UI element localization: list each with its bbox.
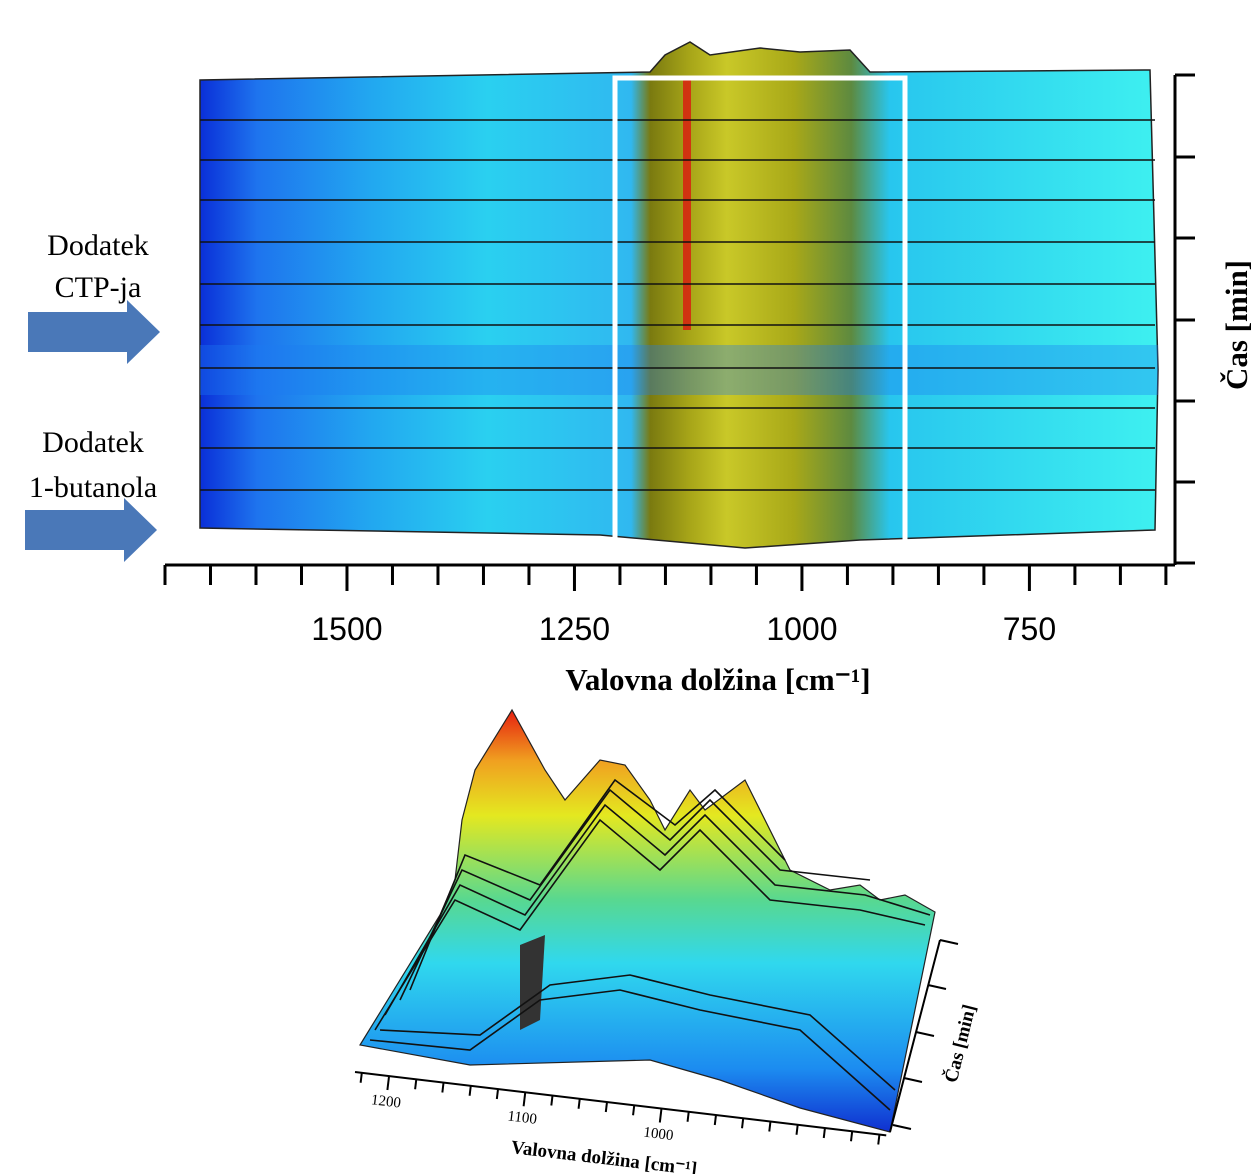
x-minor-tick xyxy=(741,1118,745,1129)
x-minor-tick xyxy=(359,1072,363,1083)
annotation: Dodatek xyxy=(42,426,144,459)
x-minor-tick xyxy=(468,1085,472,1096)
x-tick xyxy=(658,1108,663,1123)
surface-3d xyxy=(359,708,936,1133)
x-minor-tick xyxy=(414,1079,418,1090)
time-axis-3d xyxy=(889,939,959,1133)
x-minor-tick xyxy=(604,1101,608,1113)
x-minor-tick xyxy=(686,1111,690,1122)
x-minor-tick xyxy=(850,1131,854,1142)
x-minor-tick xyxy=(577,1098,581,1109)
x-minor-tick xyxy=(495,1088,500,1100)
x-tick-label: 1000 xyxy=(766,611,837,647)
x-minor-tick xyxy=(877,1134,881,1145)
annotation: 1-butanola xyxy=(29,471,157,504)
x-tick-label: 1100 xyxy=(507,1108,538,1127)
arrow xyxy=(28,300,160,364)
time-axis xyxy=(1173,73,1195,565)
x-tick-label: 1000 xyxy=(643,1125,675,1144)
x-minor-tick xyxy=(768,1121,772,1132)
x-minor-tick xyxy=(441,1082,445,1093)
x-tick-label: 1250 xyxy=(539,611,610,647)
x-minor-tick xyxy=(550,1095,554,1106)
x-minor-tick xyxy=(713,1114,717,1126)
x-tick xyxy=(522,1092,527,1107)
y-axis-title: Čas [min] xyxy=(1219,260,1253,390)
group: 1500 1250 1000 750 Valovna dolžina [cm⁻¹] Čas… xyxy=(29,229,1253,697)
x-minor-tick xyxy=(795,1124,799,1135)
y-axis-title: Čas [min] xyxy=(940,1002,981,1085)
x-tick-label: 1500 xyxy=(311,611,382,647)
annotation: CTP-ja xyxy=(55,271,142,304)
x-tick-label: 750 xyxy=(1003,611,1056,647)
x-axis-title: Valovna dolžina [cm⁻¹] xyxy=(565,662,870,697)
x-minor-tick xyxy=(822,1127,826,1139)
x-tick xyxy=(386,1075,391,1091)
annotation: Dodatek xyxy=(47,229,149,262)
x-tick-label: 1200 xyxy=(370,1092,402,1111)
surface-top xyxy=(199,41,1159,558)
x-axis xyxy=(354,1071,887,1137)
x-minor-tick xyxy=(632,1105,636,1116)
arrow xyxy=(25,498,157,562)
